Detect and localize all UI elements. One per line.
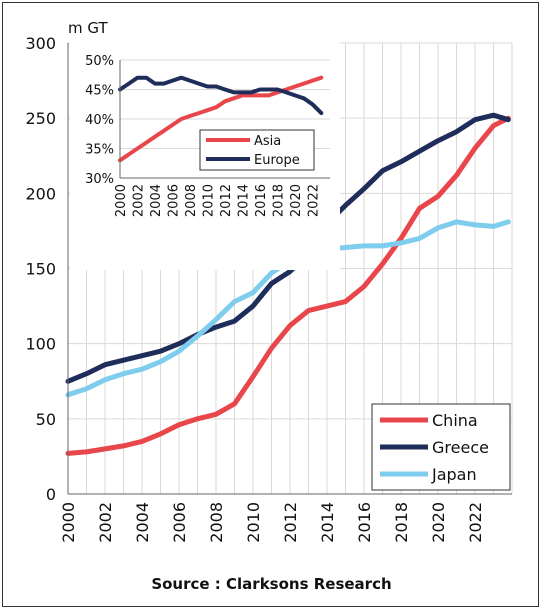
inset-x-tick-label: 2004 [149,184,164,217]
inset-series-line-europe [118,75,324,116]
main-y-axis-label: m GT [68,19,108,37]
main-x-tick-label: 2022 [466,502,485,543]
main-x-tick-label: 2018 [392,502,411,543]
legend-label-greece: Greece [432,438,489,457]
main-x-tick-label: 2000 [59,502,78,543]
inset-legend-label-asia: Asia [254,134,281,149]
inset-series [118,75,324,163]
main-x-tick-label: 2014 [318,502,337,543]
main-x-tick-label: 2008 [207,502,226,543]
inset-series-line-asia [118,75,324,163]
inset-x-tick-label: 2022 [307,184,322,217]
main-y-tick-label: 100 [25,335,56,354]
main-y-tick-label: 0 [46,485,56,504]
inset-x-tick-label: 2008 [184,184,199,217]
inset-y-tick-label: 35% [85,143,114,158]
inset-x-tick-label: 2002 [132,184,147,217]
inset-legend-label-europe: Europe [254,153,300,168]
main-y-tick-label: 50 [36,410,56,429]
legend-label-china: China [432,411,478,430]
main-x-tick-label: 2010 [244,502,263,543]
main-x-tick-label: 2012 [281,502,300,543]
inset-x-tick-label: 2020 [289,184,304,217]
main-y-tick-label: 250 [25,109,56,128]
inset-axes: 30%35%40%45%50%2000 2002 2004 2006 2008 2010 2… [85,54,330,217]
inset-y-tick-label: 40% [85,113,114,128]
main-x-tick-label: 2004 [133,502,152,543]
legend-label-japan: Japan [431,465,477,484]
main-x-tick-label: 2002 [96,502,115,543]
main-x-tick-label: 2006 [170,502,189,543]
series-line-china [65,115,511,456]
main-y-tick-label: 200 [25,184,56,203]
chart-frame [2,2,539,607]
inset-y-tick-label: 30% [85,172,114,187]
inset-x-tick-label: 2018 [272,184,287,217]
inset-x-tick-label: 2014 [237,184,252,217]
main-x-tick-label: 2016 [355,502,374,543]
series-line-greece [65,112,511,384]
inset-y-tick-label: 50% [85,54,114,69]
inset-legend: Asia Europe [199,129,315,171]
source-caption: Source : Clarksons Research [151,575,392,593]
inset-legend-box [199,129,315,171]
inset-x-tick-label: 2000 [114,184,129,217]
inset-x-tick-label: 2012 [219,184,234,217]
main-y-tick-label: 150 [25,260,56,279]
inset-x-tick-label: 2006 [167,184,182,217]
inset-x-tick-label: 2016 [254,184,269,217]
main-legend: China Greece Japan [371,403,511,491]
main-y-tick-label: 300 [25,34,56,53]
inset-x-tick-label: 2010 [202,184,217,217]
inset-y-tick-label: 45% [85,84,114,99]
main-x-tick-label: 2020 [429,502,448,543]
